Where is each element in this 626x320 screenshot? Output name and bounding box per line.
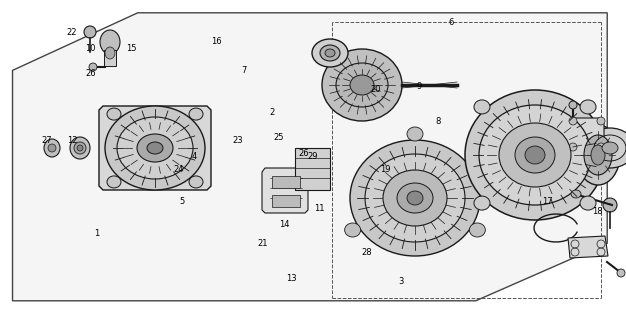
Text: 25: 25 [274,133,284,142]
Text: 16: 16 [211,37,221,46]
Text: 5: 5 [179,197,184,206]
Ellipse shape [580,100,596,114]
Ellipse shape [350,140,480,256]
Text: 2: 2 [270,108,275,116]
Text: 14: 14 [280,220,290,228]
Ellipse shape [569,101,577,109]
Ellipse shape [44,139,60,157]
Ellipse shape [525,146,545,164]
Ellipse shape [325,49,335,57]
Text: 19: 19 [380,165,390,174]
Text: 11: 11 [314,204,324,212]
Polygon shape [99,106,211,190]
Ellipse shape [77,145,83,151]
Ellipse shape [597,143,605,151]
Text: 8: 8 [436,117,441,126]
Ellipse shape [350,75,374,95]
Ellipse shape [515,137,555,173]
Ellipse shape [407,127,423,141]
Text: 1: 1 [95,229,100,238]
Ellipse shape [48,144,56,152]
Ellipse shape [479,105,591,205]
Ellipse shape [105,47,115,59]
Polygon shape [295,148,330,190]
Text: 15: 15 [126,44,136,52]
Ellipse shape [580,196,596,210]
Ellipse shape [84,26,96,38]
Ellipse shape [147,142,163,154]
Ellipse shape [320,45,340,61]
Ellipse shape [585,128,626,168]
Ellipse shape [591,145,605,165]
Text: 27: 27 [42,136,52,145]
Ellipse shape [617,269,625,277]
Text: 13: 13 [286,274,296,283]
Ellipse shape [603,198,617,212]
Text: 6: 6 [448,18,453,27]
Ellipse shape [470,223,485,237]
Ellipse shape [336,63,388,107]
Polygon shape [570,118,604,150]
Bar [272,195,300,207]
Bar [272,176,300,188]
Ellipse shape [465,90,605,220]
Text: 4: 4 [192,152,197,161]
Ellipse shape [312,39,348,67]
Ellipse shape [189,108,203,120]
Text: 20: 20 [371,85,381,94]
Ellipse shape [383,170,447,226]
Ellipse shape [105,106,205,190]
Text: 23: 23 [233,136,243,145]
Polygon shape [262,168,308,213]
Ellipse shape [597,117,605,125]
Ellipse shape [474,100,490,114]
Ellipse shape [107,176,121,188]
Bar [104,50,116,66]
Ellipse shape [397,183,433,213]
Text: 7: 7 [242,66,247,75]
Ellipse shape [569,117,577,125]
Ellipse shape [100,30,120,54]
Text: 3: 3 [398,277,403,286]
Polygon shape [13,13,607,301]
Ellipse shape [365,154,465,242]
Ellipse shape [584,135,612,175]
Text: 21: 21 [258,239,268,248]
Ellipse shape [107,108,121,120]
Ellipse shape [189,176,203,188]
Text: 26: 26 [86,69,96,78]
Text: 29: 29 [308,152,318,161]
Ellipse shape [407,191,423,205]
Ellipse shape [322,49,402,121]
Ellipse shape [474,196,490,210]
Ellipse shape [569,143,577,151]
Ellipse shape [602,142,618,154]
Text: 24: 24 [173,165,183,174]
Text: 26: 26 [299,149,309,158]
Ellipse shape [576,125,620,185]
Text: 17: 17 [543,197,553,206]
Text: 28: 28 [361,248,371,257]
Text: 10: 10 [86,44,96,52]
Ellipse shape [571,190,581,198]
Text: 12: 12 [67,136,77,145]
Ellipse shape [137,134,173,162]
Ellipse shape [117,117,193,179]
Ellipse shape [345,223,361,237]
Ellipse shape [89,63,97,71]
Ellipse shape [499,123,571,187]
Ellipse shape [74,142,86,154]
Polygon shape [568,236,608,258]
Text: 22: 22 [67,28,77,36]
Text: 9: 9 [417,82,422,91]
Text: 18: 18 [593,207,603,216]
Ellipse shape [70,137,90,159]
